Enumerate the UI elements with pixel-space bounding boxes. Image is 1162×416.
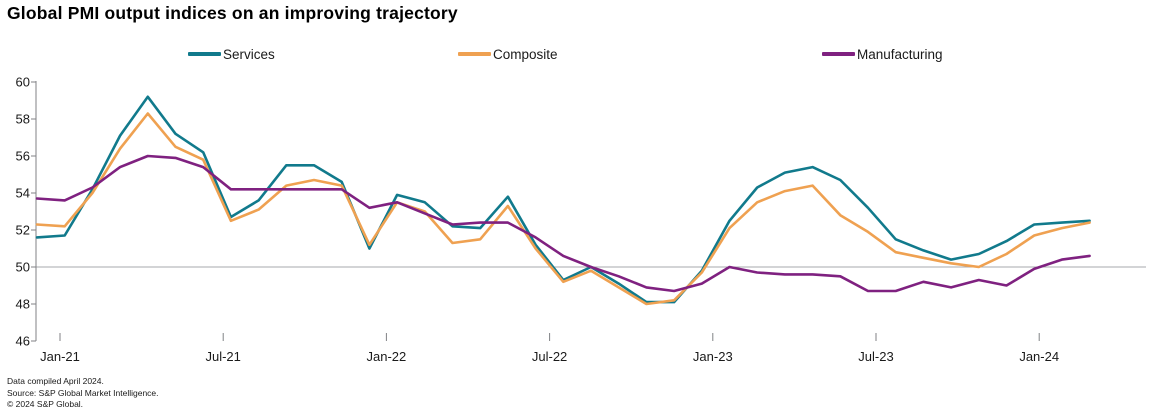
y-tick-label: 52 bbox=[16, 223, 30, 238]
y-tick-label: 48 bbox=[16, 297, 30, 312]
x-tick-label: Jul-23 bbox=[858, 349, 893, 364]
manufacturing-line-swatch bbox=[822, 52, 855, 56]
legend: Services Composite Manufacturing bbox=[0, 45, 1162, 63]
chart-title: Global PMI output indices on an improvin… bbox=[7, 3, 458, 23]
x-tick-label: Jan-21 bbox=[40, 349, 80, 364]
composite-line-swatch bbox=[458, 52, 491, 56]
y-tick-label: 54 bbox=[16, 186, 30, 201]
x-tick-label: Jul-22 bbox=[532, 349, 567, 364]
y-tick-label: 50 bbox=[16, 260, 30, 275]
services-line-swatch bbox=[188, 52, 221, 56]
services-line bbox=[35, 95, 1091, 304]
legend-label-services: Services bbox=[223, 46, 275, 62]
x-tick-label: Jan-23 bbox=[693, 349, 733, 364]
y-tick-label: 56 bbox=[16, 149, 30, 164]
legend-item-composite: Composite bbox=[458, 45, 558, 63]
footer-copyright: © 2024 S&P Global. bbox=[7, 399, 84, 409]
legend-item-manufacturing: Manufacturing bbox=[822, 45, 943, 63]
footer-notes: Data compiled April 2024. Source: S&P Gl… bbox=[7, 376, 159, 411]
manufacturing-line bbox=[35, 154, 1091, 293]
composite-line bbox=[35, 112, 1091, 306]
x-tick-label: Jan-24 bbox=[1019, 349, 1059, 364]
legend-label-manufacturing: Manufacturing bbox=[857, 46, 943, 62]
legend-label-composite: Composite bbox=[493, 46, 558, 62]
x-tick-label: Jan-22 bbox=[367, 349, 407, 364]
footer-source: Source: S&P Global Market Intelligence. bbox=[7, 387, 159, 398]
y-tick-label: 60 bbox=[16, 75, 30, 90]
x-tick-label: Jul-21 bbox=[205, 349, 240, 364]
y-tick-label: 46 bbox=[16, 334, 30, 349]
footer-compiled: Data compiled April 2024. bbox=[7, 376, 104, 386]
legend-item-services: Services bbox=[188, 45, 275, 63]
y-tick-label: 58 bbox=[16, 112, 30, 127]
